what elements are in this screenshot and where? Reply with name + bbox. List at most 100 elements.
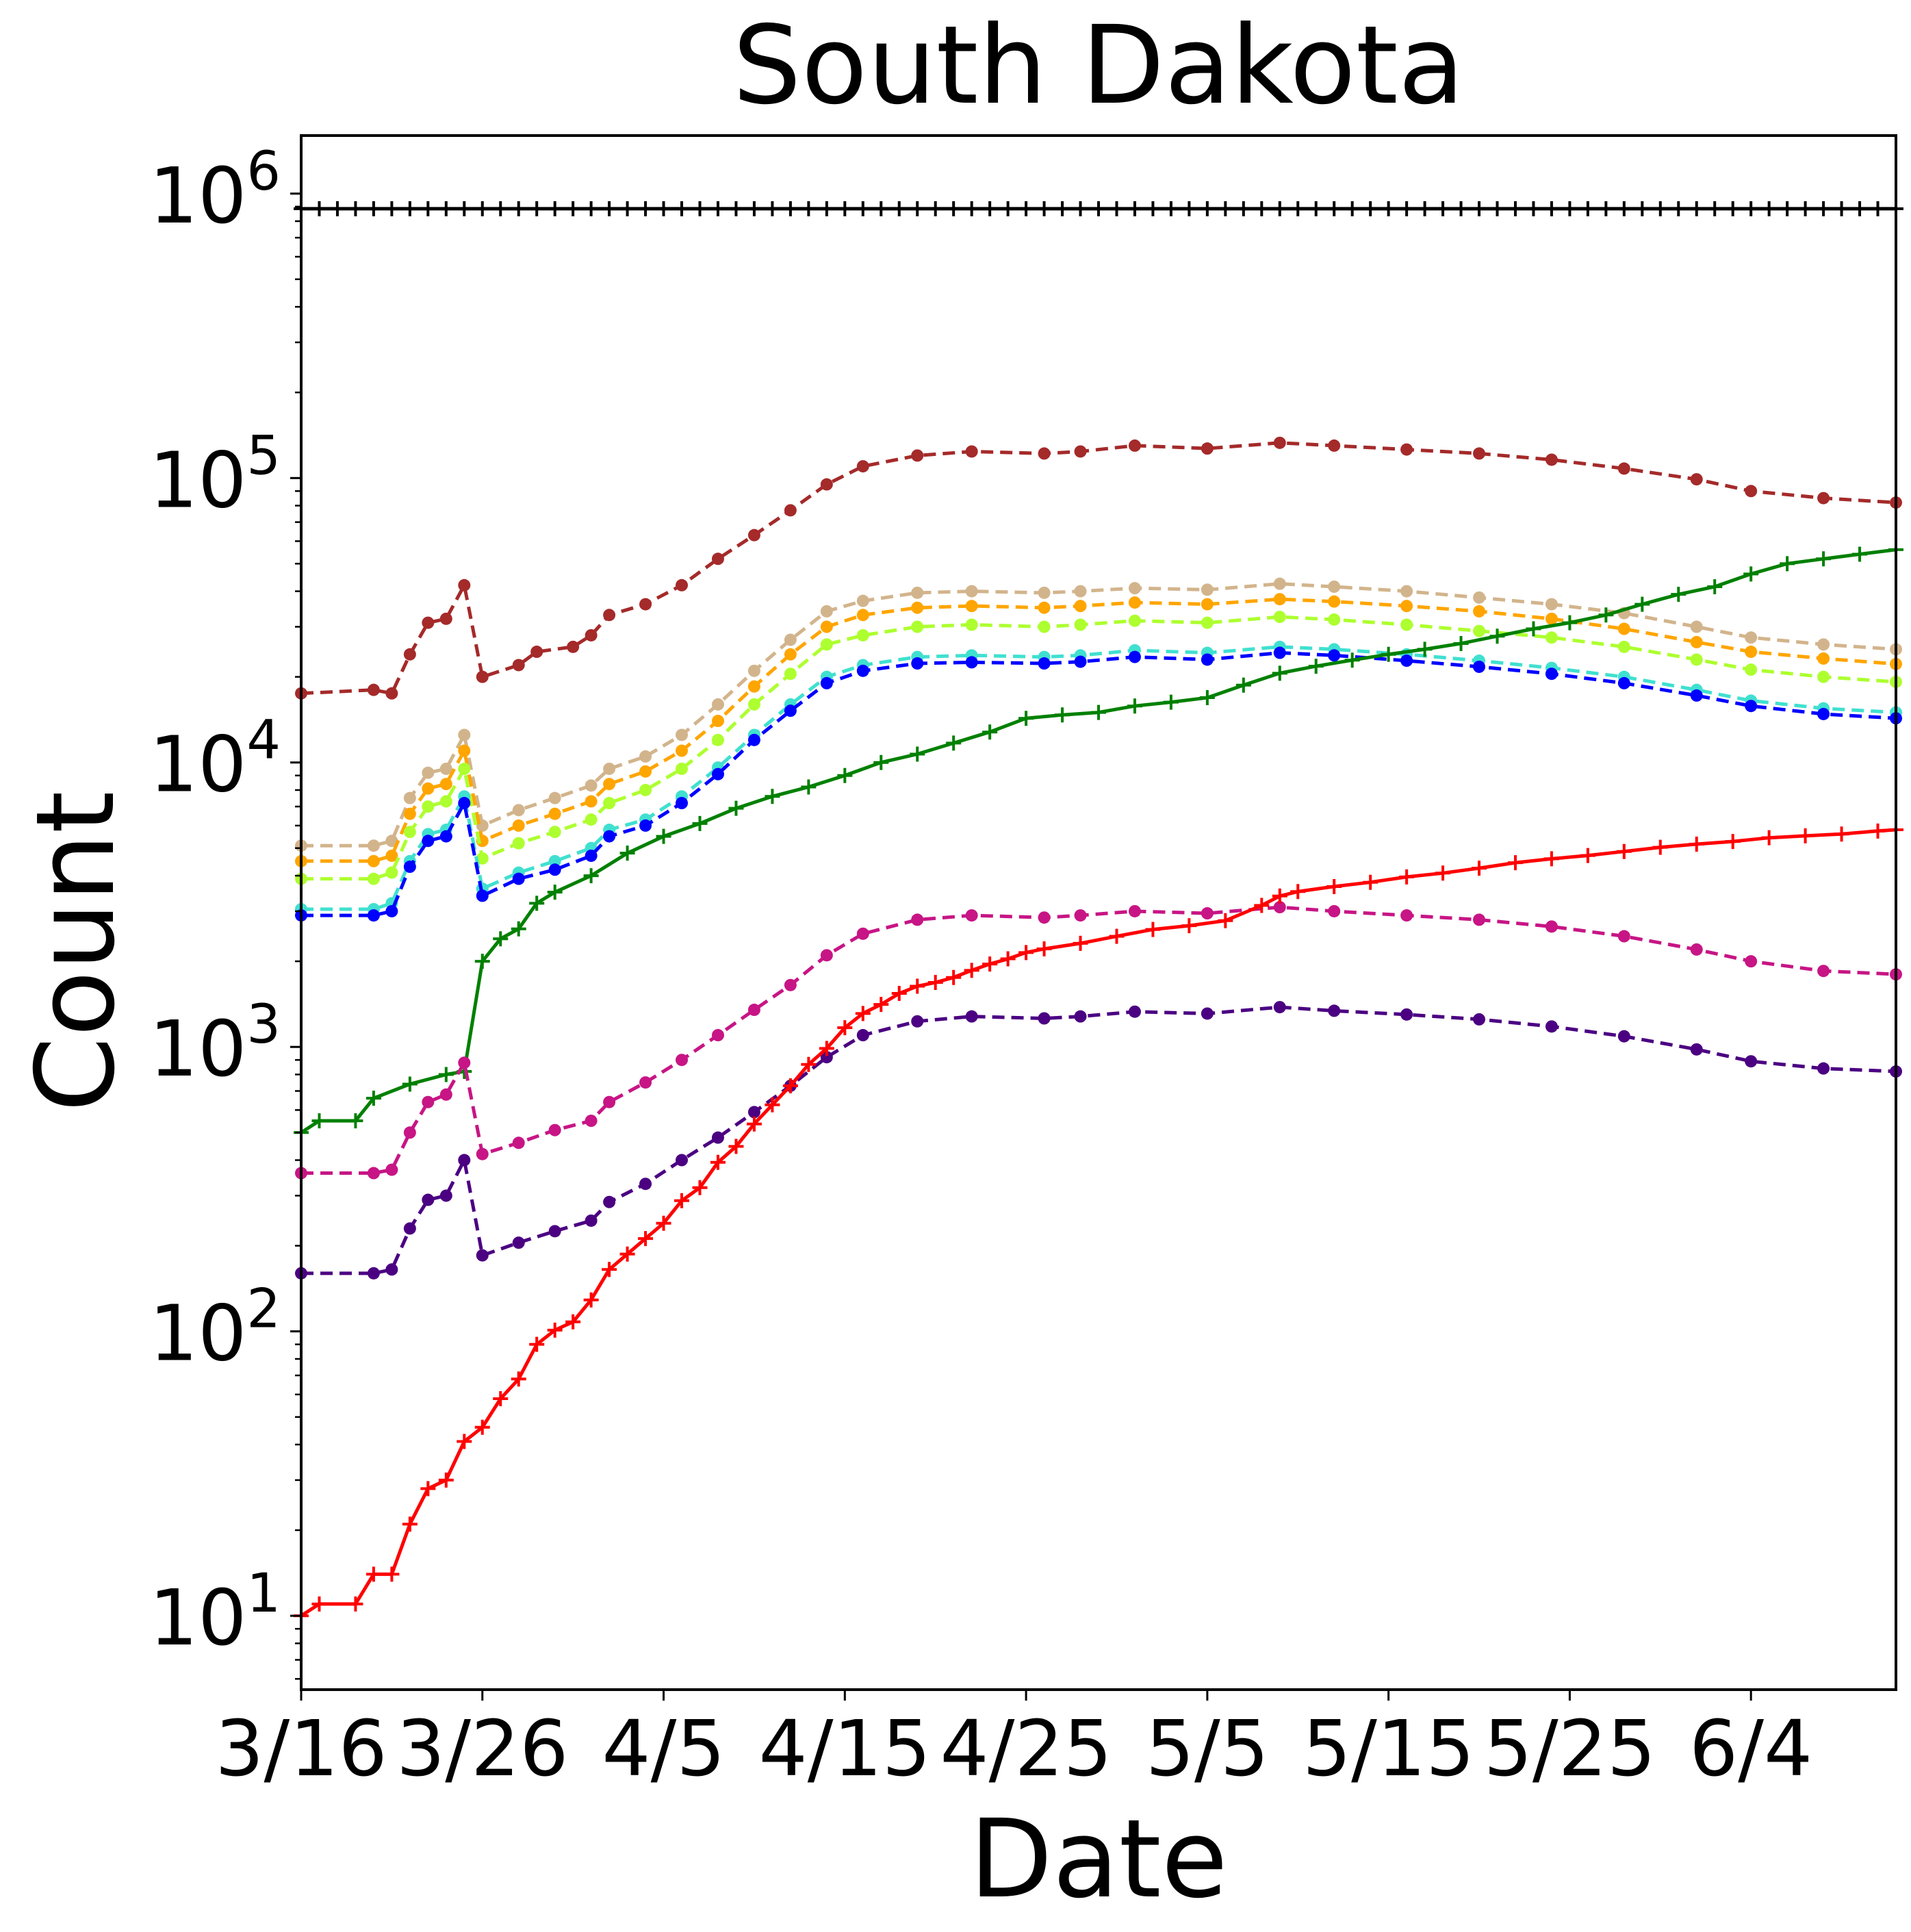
data-point <box>639 1076 652 1089</box>
data-point <box>1834 826 1849 842</box>
data-point <box>1091 201 1106 216</box>
data-point <box>1453 635 1469 651</box>
data-point <box>1000 201 1016 216</box>
data-point <box>619 846 635 861</box>
data-point <box>422 835 435 848</box>
y-tick-label-exponent: 2 <box>246 1279 281 1340</box>
data-point <box>1328 1004 1341 1017</box>
data-point <box>1526 201 1541 216</box>
data-point <box>403 861 416 874</box>
data-point <box>1128 650 1141 663</box>
data-point <box>710 1154 726 1170</box>
data-point <box>1074 585 1087 598</box>
data-point <box>1363 201 1378 216</box>
data-point <box>1399 869 1415 885</box>
data-point <box>439 778 452 791</box>
data-point <box>422 800 435 813</box>
data-point <box>476 1249 489 1262</box>
data-point <box>656 201 671 216</box>
data-point <box>674 201 690 216</box>
data-point <box>1545 1020 1558 1033</box>
data-point <box>422 1095 435 1108</box>
data-point <box>1055 707 1070 723</box>
data-point <box>1745 1055 1758 1068</box>
data-point <box>367 1167 380 1180</box>
data-point <box>1074 445 1087 458</box>
x-axis-label: Date <box>969 1796 1228 1922</box>
data-point <box>891 986 907 1002</box>
data-point <box>547 1322 563 1338</box>
data-point <box>1870 201 1886 216</box>
data-point <box>856 628 869 641</box>
x-tick-label: 4/5 <box>602 1705 725 1794</box>
data-point <box>1290 201 1306 216</box>
data-point <box>747 733 760 746</box>
data-point <box>1181 918 1197 934</box>
y-tick-label-base: 10 <box>149 1574 247 1663</box>
data-point <box>1745 485 1758 498</box>
data-point <box>873 201 889 216</box>
data-point <box>420 1481 436 1497</box>
data-point <box>1417 641 1433 657</box>
data-point <box>1328 613 1341 626</box>
data-point <box>385 835 398 848</box>
data-point <box>439 1189 452 1202</box>
data-point <box>1018 201 1034 216</box>
data-point <box>603 1095 616 1108</box>
y-tick-label: 106 <box>149 141 281 241</box>
data-point <box>639 819 652 832</box>
data-point <box>458 579 471 592</box>
data-point <box>1616 843 1632 859</box>
data-point <box>311 1113 327 1129</box>
data-point <box>856 664 869 677</box>
data-point <box>1473 605 1486 618</box>
data-point <box>512 659 525 672</box>
data-point <box>402 1076 418 1092</box>
data-point <box>511 1371 526 1387</box>
y-tick-label-exponent: 4 <box>246 710 281 772</box>
data-point <box>982 724 998 740</box>
data-point <box>1617 1030 1630 1043</box>
data-point <box>1038 620 1051 633</box>
data-point <box>585 813 598 826</box>
data-point <box>384 201 400 216</box>
data-point <box>711 767 724 780</box>
data-point <box>910 978 925 994</box>
data-point <box>1128 614 1141 627</box>
data-point <box>782 201 798 216</box>
data-point <box>1690 635 1703 648</box>
data-point <box>1036 201 1052 216</box>
data-point <box>784 668 797 681</box>
data-point <box>1218 913 1233 928</box>
data-point <box>603 778 616 791</box>
data-point <box>656 828 671 844</box>
data-point <box>1201 583 1214 596</box>
data-point <box>1109 201 1125 216</box>
data-point <box>367 909 380 922</box>
data-point <box>964 201 979 216</box>
data-point <box>711 1029 724 1042</box>
data-point <box>367 839 380 852</box>
data-point <box>1671 201 1686 216</box>
data-point <box>365 1566 381 1582</box>
data-point <box>1074 618 1087 631</box>
data-point <box>965 618 978 631</box>
data-point <box>512 1236 525 1249</box>
data-point <box>585 779 598 792</box>
data-point <box>1018 945 1034 961</box>
data-point <box>1038 911 1051 924</box>
data-point <box>1707 201 1723 216</box>
data-point <box>367 872 380 885</box>
data-point <box>856 460 869 473</box>
data-point <box>458 1056 471 1069</box>
data-point <box>1400 585 1413 598</box>
data-point <box>367 854 380 867</box>
data-point <box>1598 607 1614 623</box>
x-tick-label: 5/25 <box>1484 1705 1656 1794</box>
data-point <box>1761 201 1777 216</box>
data-point <box>1816 201 1832 216</box>
x-tick-label: 6/4 <box>1689 1705 1812 1794</box>
data-point <box>1817 652 1830 665</box>
data-point <box>511 201 526 216</box>
